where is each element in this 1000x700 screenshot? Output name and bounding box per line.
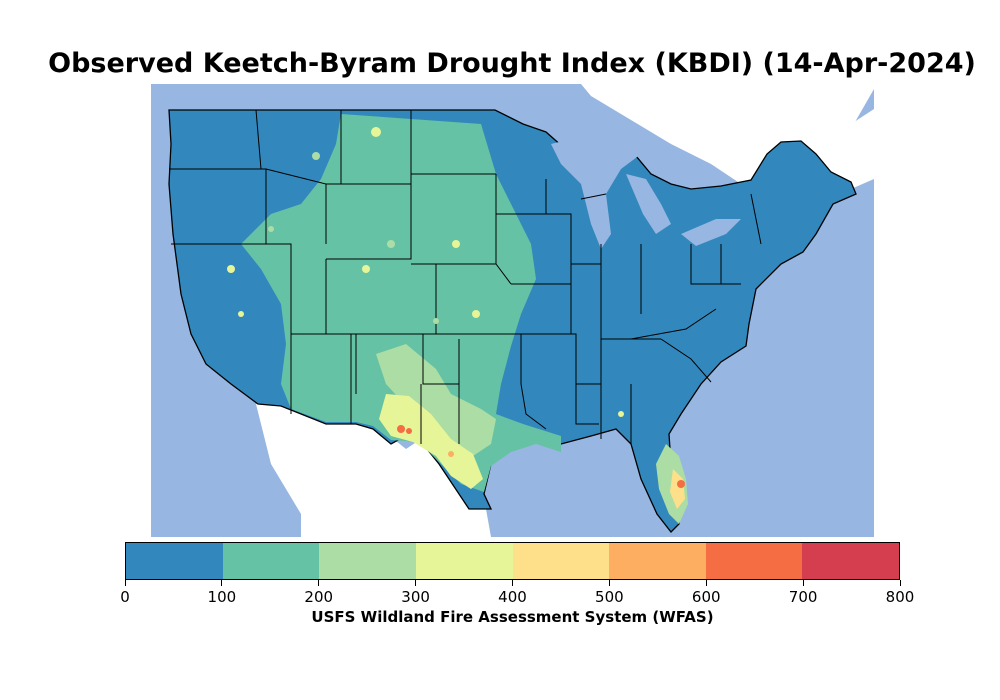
colorbar-tick-label: 700 — [788, 588, 818, 606]
map-panel — [151, 84, 874, 537]
colorbar-tick-label: 400 — [498, 588, 527, 606]
colorbar-ticks: 0 100 200 300 400 500 600 700 800 — [120, 580, 914, 610]
colorbar-bin-0-100 — [126, 543, 223, 579]
colorbar-label: USFS Wildland Fire Assessment System (WF… — [311, 608, 714, 626]
colorbar-bin-700-800 — [802, 543, 899, 579]
colorbar-bin-500-600 — [609, 543, 706, 579]
mexico-land — [256, 404, 491, 537]
colorbar-bin-100-200 — [222, 543, 320, 579]
colorbar-tick — [705, 580, 707, 586]
colorbar-bin-300-400 — [415, 543, 513, 579]
kbdi-hotspots — [227, 127, 685, 488]
colorbar-tick — [415, 580, 417, 586]
state-borders — [169, 109, 762, 444]
colorbar-tick — [608, 580, 610, 586]
colorbar-tick — [899, 580, 901, 586]
colorbar-tick-label: 500 — [595, 588, 624, 606]
colorbar-bin-200-300 — [319, 543, 416, 579]
colorbar-tick-label: 800 — [885, 588, 915, 606]
kbdi-300-400-region — [379, 394, 483, 489]
colorbar — [125, 542, 900, 580]
colorbar-bin-600-700 — [705, 543, 803, 579]
colorbar-tick-label: 300 — [401, 588, 430, 606]
colorbar-tick — [512, 580, 513, 586]
colorbar-tick-label: 200 — [304, 588, 334, 606]
colorbar-tick — [221, 580, 223, 586]
colorbar-tick-label: 600 — [691, 588, 721, 606]
colorbar-tick — [124, 580, 126, 586]
colorbar-tick-label: 0 — [120, 588, 130, 606]
colorbar-tick — [318, 580, 320, 586]
conus-kbdi-map — [151, 84, 874, 537]
colorbar-tick-label: 100 — [207, 588, 237, 606]
colorbar-bin-400-500 — [512, 543, 610, 579]
map-title: Observed Keetch-Byram Drought Index (KBD… — [48, 48, 976, 79]
kbdi-200-300-region — [376, 344, 496, 456]
kbdi-florida-high — [670, 469, 685, 509]
canada-land — [151, 84, 874, 194]
great-lakes — [551, 134, 741, 249]
kbdi-100-200-region — [241, 114, 561, 492]
colorbar-tick — [802, 580, 804, 586]
